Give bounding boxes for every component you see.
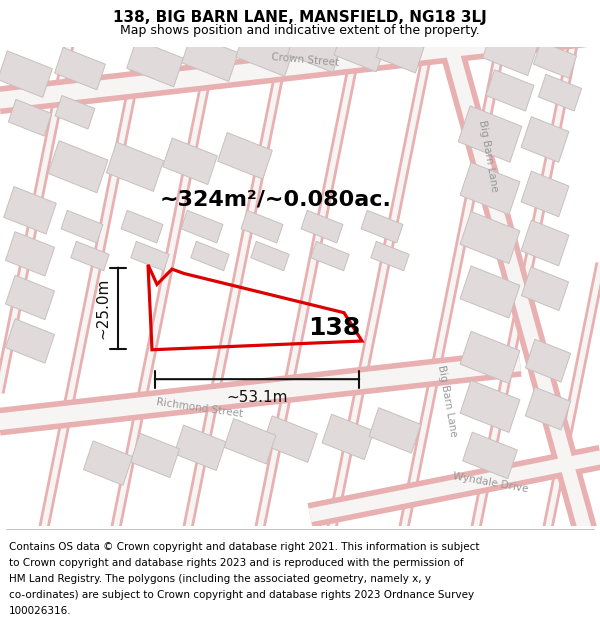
Text: HM Land Registry. The polygons (including the associated geometry, namely x, y: HM Land Registry. The polygons (includin… (9, 574, 431, 584)
Text: Wyndale Drive: Wyndale Drive (452, 471, 529, 494)
Polygon shape (71, 241, 109, 271)
Polygon shape (460, 162, 520, 214)
Polygon shape (130, 433, 179, 478)
Polygon shape (127, 39, 183, 87)
Polygon shape (369, 408, 421, 453)
Polygon shape (486, 70, 534, 111)
Polygon shape (8, 99, 52, 136)
Polygon shape (5, 319, 55, 363)
Polygon shape (521, 171, 569, 217)
Polygon shape (371, 241, 409, 271)
Polygon shape (121, 211, 163, 243)
Polygon shape (241, 211, 283, 243)
Polygon shape (0, 51, 52, 98)
Polygon shape (48, 141, 108, 192)
Text: to Crown copyright and database rights 2023 and is reproduced with the permissio: to Crown copyright and database rights 2… (9, 558, 464, 568)
Polygon shape (55, 48, 106, 90)
Polygon shape (526, 387, 571, 430)
Text: Contains OS data © Crown copyright and database right 2021. This information is : Contains OS data © Crown copyright and d… (9, 542, 479, 552)
Text: ~25.0m: ~25.0m (95, 278, 110, 339)
Text: Big Barn Lane: Big Barn Lane (436, 364, 458, 438)
Polygon shape (334, 26, 386, 72)
Polygon shape (526, 339, 571, 382)
Polygon shape (463, 432, 517, 479)
Text: ~53.1m: ~53.1m (226, 390, 288, 405)
Polygon shape (521, 117, 569, 162)
Polygon shape (5, 232, 55, 276)
Polygon shape (131, 241, 169, 271)
Polygon shape (361, 211, 403, 243)
Polygon shape (460, 331, 520, 384)
Polygon shape (61, 211, 103, 243)
Polygon shape (287, 26, 343, 72)
Polygon shape (4, 186, 56, 234)
Text: ~324m²/~0.080ac.: ~324m²/~0.080ac. (160, 189, 392, 209)
Polygon shape (191, 241, 229, 271)
Text: 138: 138 (308, 316, 360, 340)
Polygon shape (5, 275, 55, 319)
Polygon shape (263, 416, 317, 462)
Text: 138, BIG BARN LANE, MANSFIELD, NG18 3LJ: 138, BIG BARN LANE, MANSFIELD, NG18 3LJ (113, 10, 487, 25)
Polygon shape (83, 441, 133, 485)
Polygon shape (533, 42, 577, 78)
Polygon shape (460, 211, 520, 264)
Polygon shape (106, 142, 164, 191)
Text: co-ordinates) are subject to Crown copyright and database rights 2023 Ordnance S: co-ordinates) are subject to Crown copyr… (9, 590, 474, 600)
Polygon shape (218, 132, 272, 179)
Polygon shape (182, 34, 238, 81)
Text: 100026316.: 100026316. (9, 606, 71, 616)
Polygon shape (460, 381, 520, 432)
Polygon shape (521, 220, 569, 266)
Polygon shape (311, 241, 349, 271)
Text: Crown Street: Crown Street (271, 52, 340, 68)
Text: Map shows position and indicative extent of the property.: Map shows position and indicative extent… (120, 24, 480, 36)
Polygon shape (236, 28, 294, 76)
Polygon shape (224, 419, 276, 464)
Text: Richmond Street: Richmond Street (156, 398, 244, 419)
Polygon shape (163, 138, 217, 184)
Polygon shape (181, 211, 223, 243)
Polygon shape (376, 32, 424, 73)
Polygon shape (174, 425, 226, 471)
Polygon shape (55, 96, 95, 129)
Polygon shape (301, 211, 343, 243)
Text: Big Barn Lane: Big Barn Lane (477, 119, 499, 192)
Polygon shape (460, 266, 520, 318)
Polygon shape (538, 74, 581, 111)
Polygon shape (458, 106, 522, 162)
Polygon shape (251, 241, 289, 271)
Polygon shape (521, 267, 569, 311)
Polygon shape (322, 414, 374, 459)
Polygon shape (482, 29, 538, 76)
